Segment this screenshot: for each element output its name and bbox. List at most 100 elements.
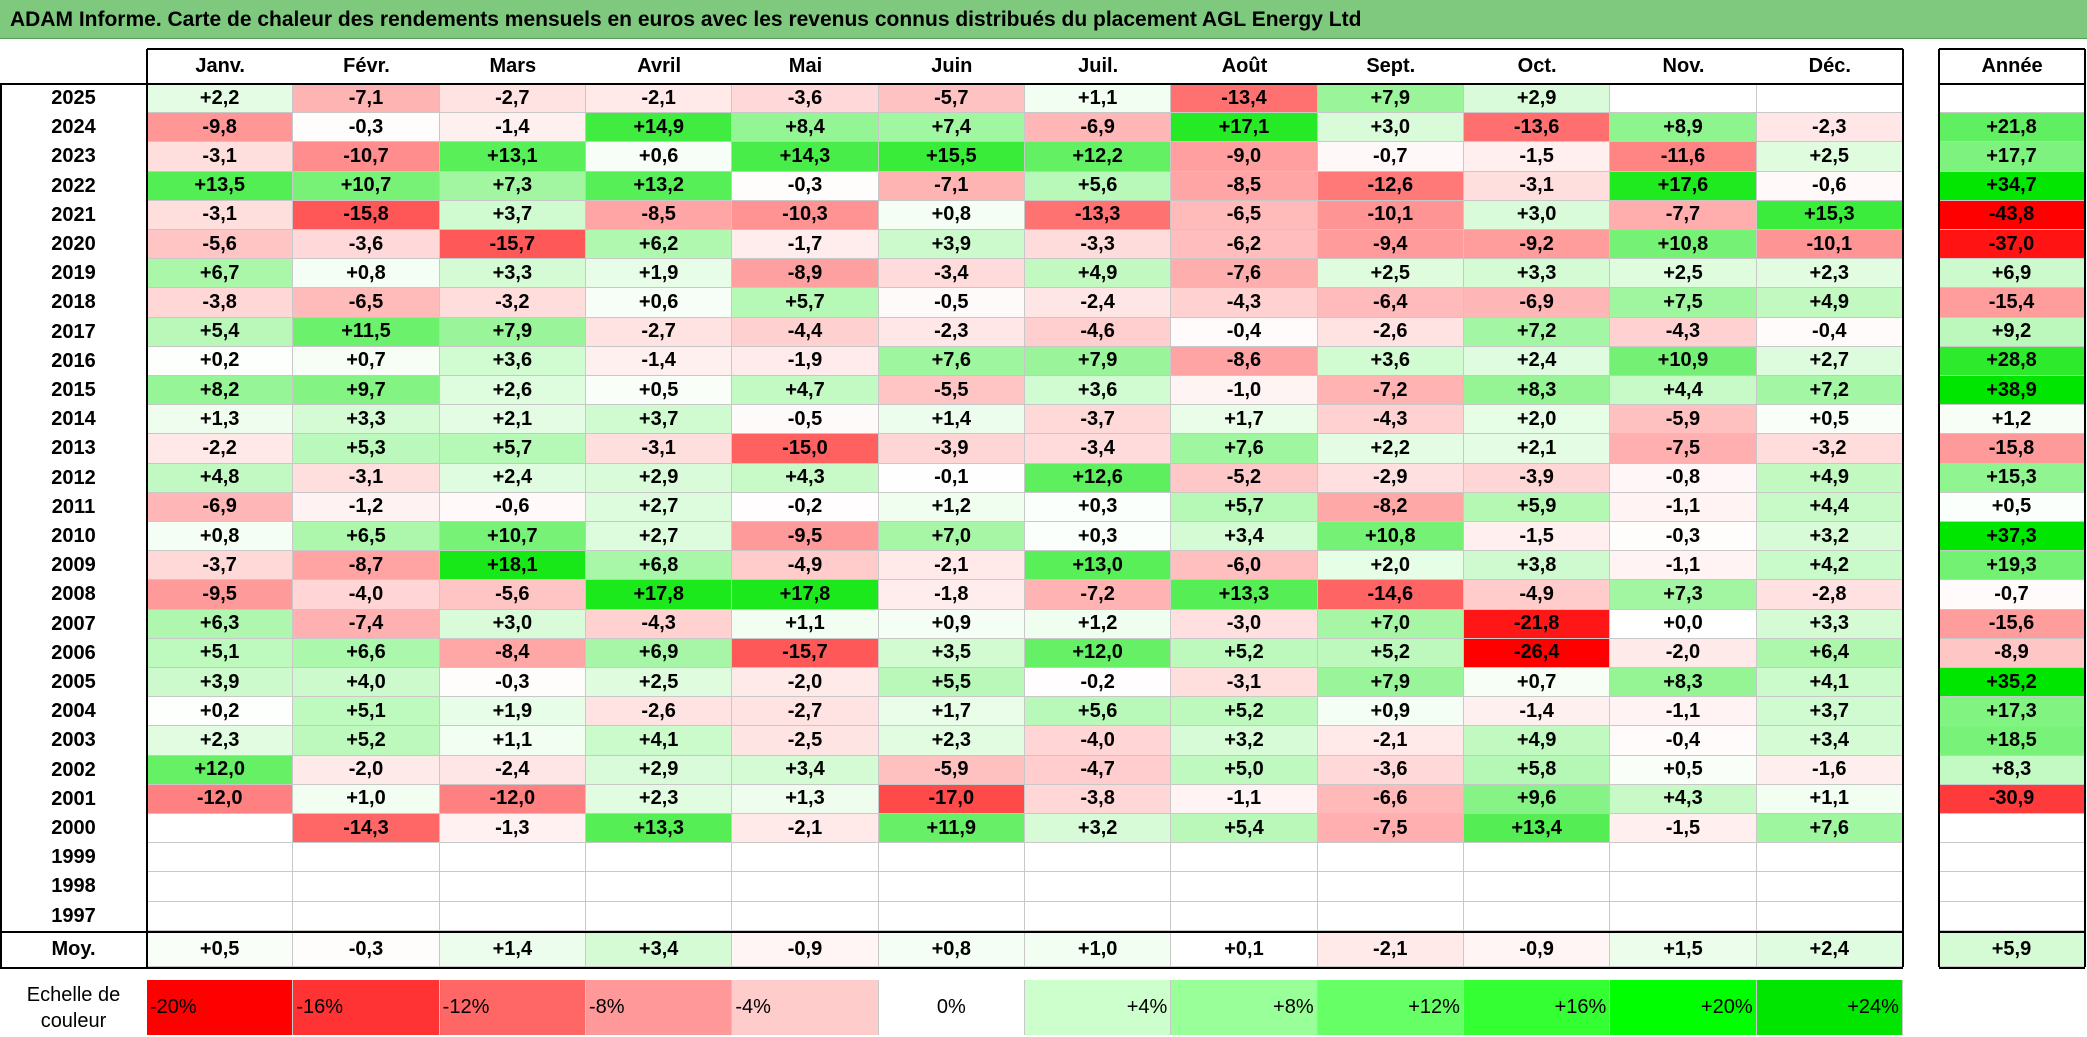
heatmap-cell: +9,7 [293,376,440,406]
heatmap-cell: +8,9 [1610,113,1757,143]
heatmap-cell: +15,3 [1756,200,1903,230]
heatmap-cell: -2,5 [732,726,879,756]
heatmap-cell: -26,4 [1463,638,1611,668]
annual-header-divider [1939,83,2085,85]
year-label: 2024 [51,116,96,139]
heatmap-cell: +2,7 [1756,346,1903,376]
heatmap-cell: +8,4 [732,113,879,143]
average-cell: +1,0 [1024,932,1172,967]
heatmap-cell: +8,3 [1463,376,1611,406]
heatmap-cell: -6,0 [1171,551,1318,581]
average-cell: -2,1 [1317,932,1464,967]
scale-label-line2: couleur [40,1009,107,1032]
heatmap-cell: -8,2 [1317,492,1464,522]
heatmap-cell: -1,7 [732,230,879,260]
heatmap-cell: +1,1 [732,609,879,639]
scale-step: +12% [1317,980,1464,1035]
year-label: 2000 [51,817,96,840]
heatmap-cell: +2,9 [585,463,733,493]
heatmap-cell: -7,2 [1317,376,1464,406]
title-bar: ADAM Informe. Carte de chaleur des rende… [0,0,2087,39]
heatmap-cell: -8,4 [439,638,586,668]
heatmap-cell: +2,9 [585,755,733,785]
heatmap-cell [1171,901,1318,931]
heatmap-cell: +0,5 [1756,405,1903,435]
heatmap-cell: +13,5 [147,171,294,201]
annual-cell: +17,7 [1939,142,2085,172]
heatmap-cell: +1,7 [878,697,1025,727]
heatmap-cell: +0,2 [147,697,294,727]
heatmap-cell: +3,8 [1463,551,1611,581]
heatmap-cell: -9,5 [732,522,879,552]
heatmap-cell: -1,3 [439,814,586,844]
heatmap-cell [1756,843,1903,873]
heatmap-cell: -3,6 [732,84,879,114]
month-header: Janv. [195,54,245,77]
heatmap-cell: -5,9 [1610,405,1757,435]
year-column-header: Année [1981,54,2043,77]
heatmap-cell: +13,1 [439,142,586,172]
heatmap-cell: -7,4 [293,609,440,639]
heatmap-cell: -4,6 [1024,317,1172,347]
scale-label-line1: Echelle de [26,983,121,1006]
heatmap-cell: +3,4 [1171,522,1318,552]
heatmap-cell: +7,2 [1756,376,1903,406]
heatmap-cell [732,843,879,873]
heatmap-cell: -2,9 [1317,463,1464,493]
heatmap-cell: -9,2 [1463,230,1611,260]
year-label: 2011 [51,495,96,518]
heatmap-cell: +4,9 [1756,463,1903,493]
annual-cell [1939,901,2085,931]
heatmap-cell: -1,9 [732,346,879,376]
year-label: 2006 [51,641,96,664]
annual-cell: +17,3 [1939,697,2085,727]
heatmap-cell: +2,5 [1610,259,1757,289]
heatmap-cell: +7,0 [1317,609,1464,639]
heatmap-cell: +0,3 [1024,522,1172,552]
heatmap-cell: -6,9 [147,492,294,522]
year-label: 2023 [51,145,96,168]
heatmap-cell: +2,2 [1317,434,1464,464]
heatmap-cell: +3,6 [1317,346,1464,376]
heatmap-cell: -5,7 [878,84,1025,114]
heatmap-cell: -6,4 [1317,288,1464,318]
heatmap-cell: -7,7 [1610,200,1757,230]
heatmap-cell: +5,9 [1463,492,1611,522]
header-divider [0,83,1903,85]
heatmap-cell: +10,7 [439,522,586,552]
heatmap-cell: +1,1 [1756,784,1903,814]
annual-cell: +28,8 [1939,346,2085,376]
heatmap-cell: -13,4 [1171,84,1318,114]
heatmap-cell: +0,0 [1610,609,1757,639]
year-label: 2014 [51,408,96,431]
scale-step: +20% [1610,980,1757,1035]
heatmap-cell: -3,1 [147,200,294,230]
year-label: 1997 [51,904,96,927]
scale-step: -4% [732,980,879,1035]
heatmap-cell: -0,3 [293,113,440,143]
chart-title: ADAM Informe. Carte de chaleur des rende… [10,8,1362,31]
heatmap-cell: +3,5 [878,638,1025,668]
heatmap-cell: +2,2 [147,84,294,114]
heatmap-cell: -2,4 [1024,288,1172,318]
heatmap-cell: -13,3 [1024,200,1172,230]
year-label: 2016 [51,349,96,372]
heatmap-cell [878,901,1025,931]
heatmap-cell: +3,2 [1171,726,1318,756]
heatmap-cell [585,901,733,931]
heatmap-cell: -8,6 [1171,346,1318,376]
heatmap-cell [878,843,1025,873]
heatmap-cell: -2,7 [439,84,586,114]
heatmap-cell: +17,6 [1610,171,1757,201]
heatmap-cell: +0,8 [147,522,294,552]
heatmap-cell: +3,9 [878,230,1025,260]
heatmap-cell: +7,6 [1171,434,1318,464]
heatmap-cell: -12,6 [1317,171,1464,201]
year-label: 2004 [51,700,96,723]
heatmap-cell: +2,1 [439,405,586,435]
heatmap-cell: -2,7 [585,317,733,347]
year-label: 2025 [51,87,96,110]
heatmap-cell: +4,7 [732,376,879,406]
heatmap-cell: +7,4 [878,113,1025,143]
heatmap-cell: +2,3 [1756,259,1903,289]
